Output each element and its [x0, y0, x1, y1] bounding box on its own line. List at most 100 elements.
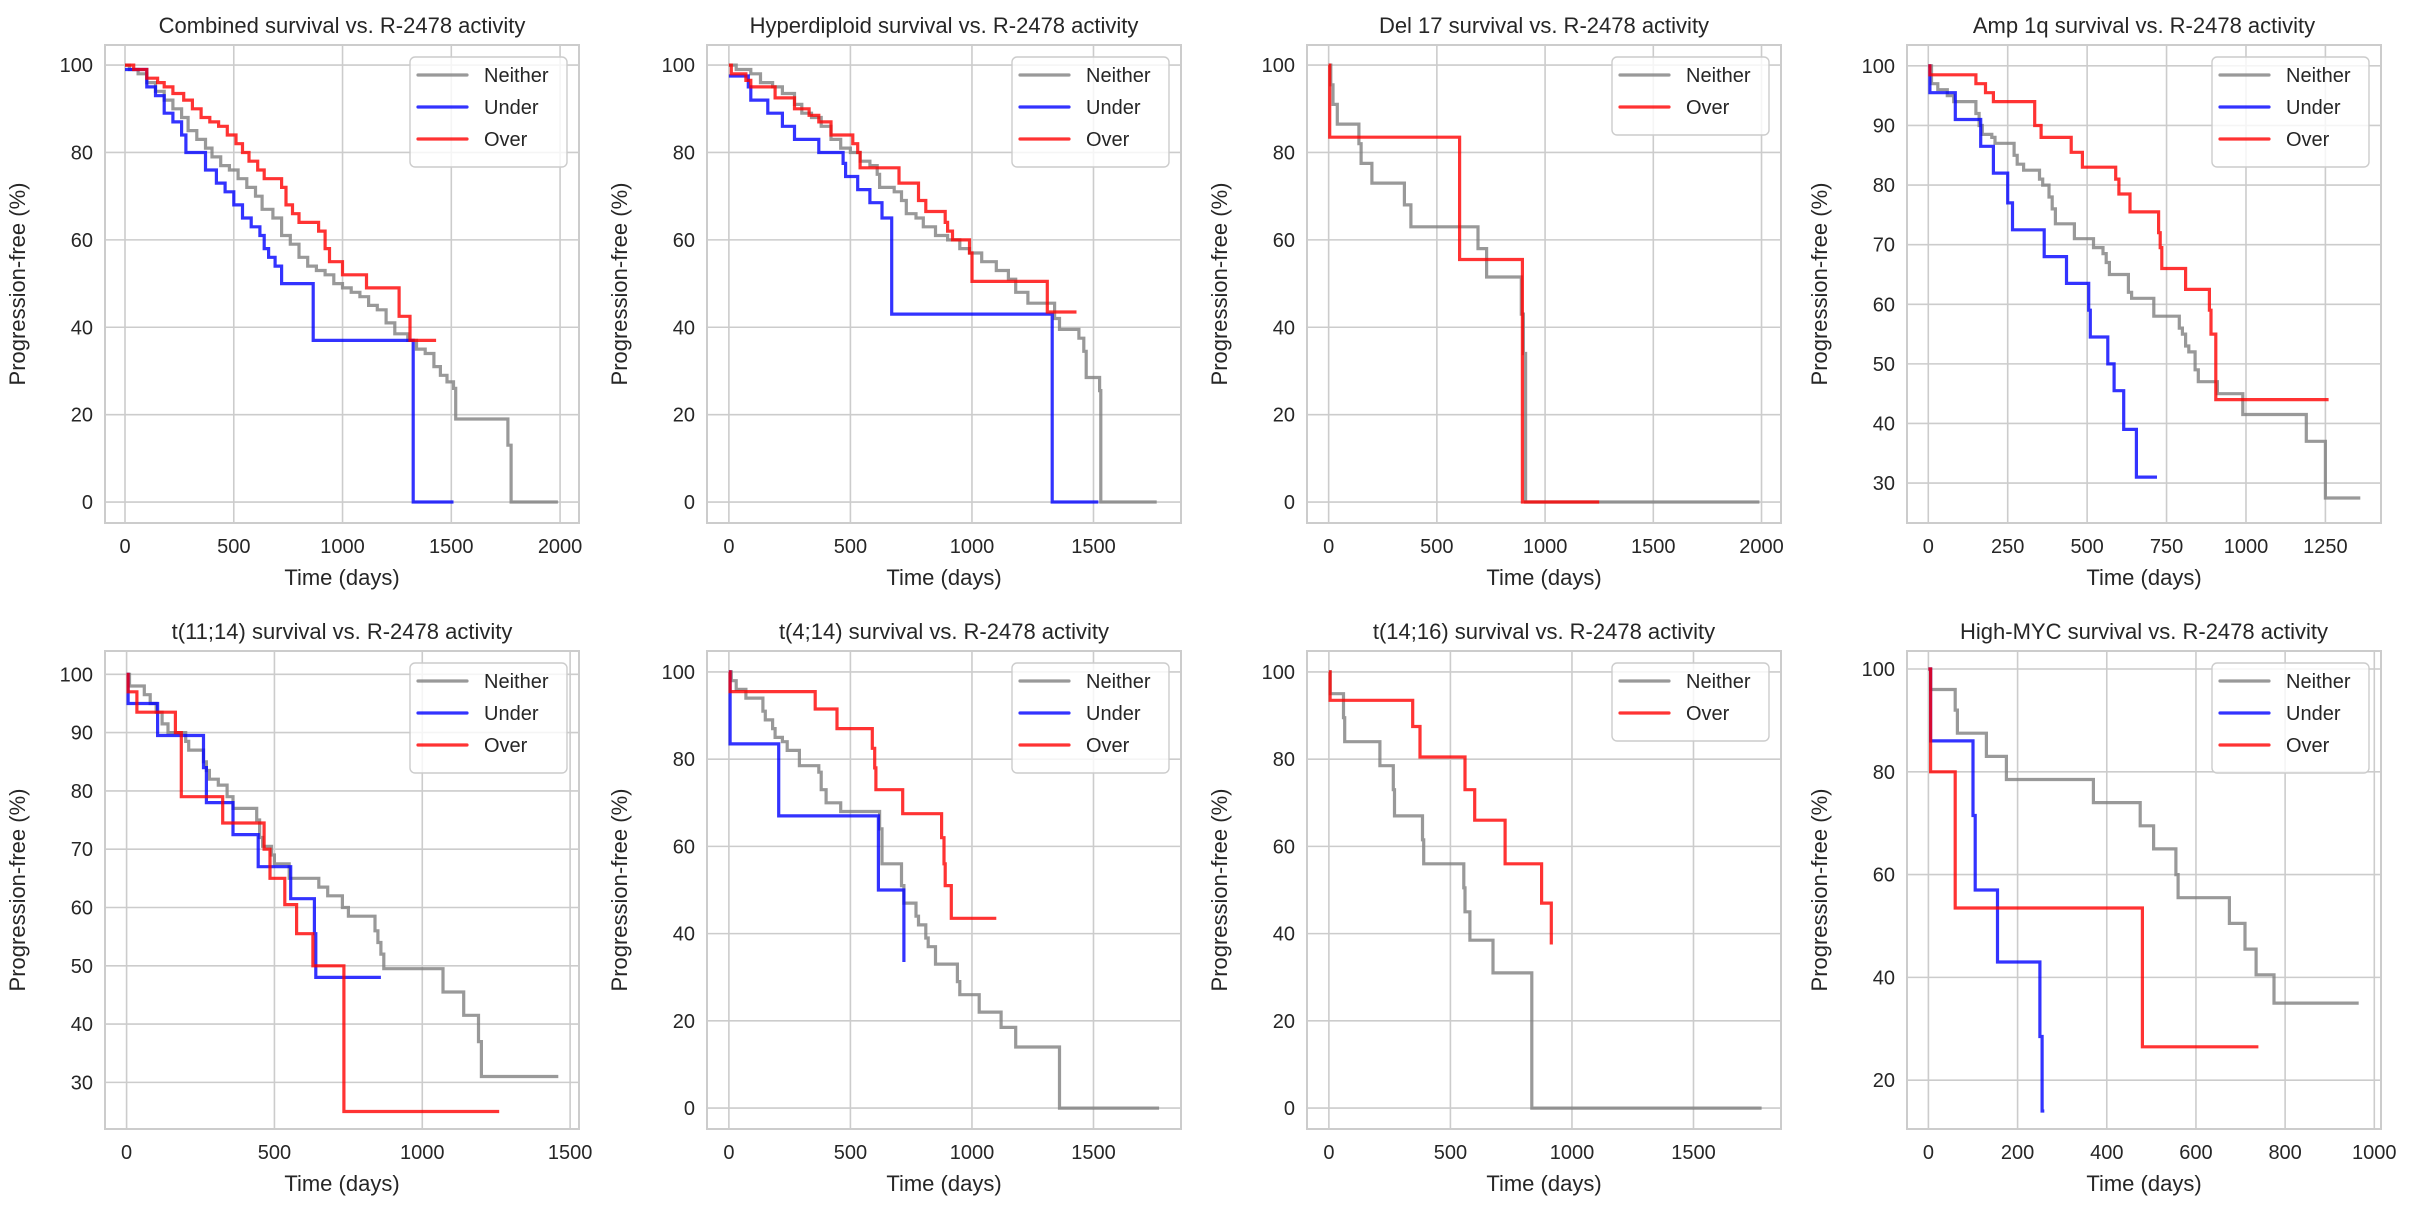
x-tick-label: 800 [2268, 1142, 2301, 1164]
x-tick-label: 500 [834, 536, 867, 558]
x-tick-label: 400 [2090, 1142, 2123, 1164]
y-axis-label: Progression-free (%) [607, 789, 632, 992]
y-tick-label: 80 [1873, 175, 1895, 197]
y-tick-label: 0 [1284, 492, 1295, 514]
legend: Neither Under Over [1011, 662, 1170, 774]
x-tick-label: 1000 [400, 1142, 445, 1164]
y-tick-label: 90 [1873, 115, 1895, 137]
y-tick-label: 100 [1862, 659, 1895, 681]
series-line-neither [728, 63, 1157, 504]
chart-title: Hyperdiploid survival vs. R-2478 activit… [750, 13, 1139, 38]
x-axis-label: Time (days) [284, 1171, 399, 1196]
x-tick-label: 500 [1420, 536, 1453, 558]
y-tick-label: 60 [1873, 865, 1895, 887]
series-line-over [1928, 667, 2259, 1049]
panel-high-myc: 0 200 400 600 800 1000 20 40 60 80 100 High-MYC sur… [1807, 619, 2397, 1196]
x-tick-label: 200 [2001, 1142, 2034, 1164]
series-line-over [125, 63, 437, 342]
x-axis-label: Time (days) [2086, 565, 2201, 590]
y-tick-label: 80 [673, 749, 695, 771]
y-tick-label: 50 [1873, 354, 1895, 376]
y-tick-label: 40 [673, 317, 695, 339]
y-tick-label: 100 [662, 662, 695, 684]
chart-title: t(11;14) survival vs. R-2478 activity [172, 619, 513, 644]
legend-label-over: Over [1086, 129, 1130, 151]
y-tick-label: 100 [1262, 662, 1295, 684]
series-line-neither [728, 670, 1160, 1110]
y-tick-label: 80 [71, 781, 93, 803]
legend: Neither Under Over [409, 56, 568, 168]
x-tick-label: 2000 [538, 536, 583, 558]
x-tick-label: 500 [1434, 1142, 1467, 1164]
legend-label-neither: Neither [1086, 671, 1151, 693]
y-tick-label: 0 [684, 1098, 695, 1120]
x-tick-label: 0 [1323, 1142, 1334, 1164]
x-axis-label: Time (days) [284, 565, 399, 590]
legend-label-neither: Neither [484, 65, 549, 87]
x-tick-label: 1000 [320, 536, 365, 558]
x-tick-label: 0 [723, 536, 734, 558]
series-line-neither [125, 63, 558, 504]
panel-t11-14: 0 500 1000 1500 30 40 50 60 70 80 90 100 t(11;14) su… [5, 619, 592, 1196]
legend: Neither Over [1611, 662, 1770, 742]
x-tick-label: 750 [2150, 536, 2183, 558]
series-line-over [728, 63, 1077, 314]
legend: Neither Under Over [409, 662, 568, 774]
series-line-over [1928, 64, 2329, 402]
panel-t14-16: 0 500 1000 1500 0 20 40 60 80 100 t(14;16) surviva… [1207, 619, 1782, 1196]
legend: Neither Under Over [2211, 662, 2370, 774]
y-tick-label: 70 [1873, 235, 1895, 257]
x-tick-label: 1500 [1071, 536, 1116, 558]
y-tick-label: 40 [71, 1014, 93, 1036]
axes-frame [104, 44, 580, 524]
legend: Neither Over [1611, 56, 1770, 136]
legend-label-over: Over [2286, 735, 2330, 757]
axes-frame [1306, 650, 1782, 1130]
y-tick-label: 40 [1873, 967, 1895, 989]
panel-t4-14: 0 500 1000 1500 0 20 40 60 80 100 t(4;14) survival… [607, 619, 1182, 1196]
series-line-under [728, 74, 1099, 504]
legend: Neither Under Over [2211, 56, 2370, 168]
series-line-under [126, 672, 381, 979]
legend: Neither Under Over [1011, 56, 1170, 168]
axes-frame [706, 44, 1182, 524]
legend-label-neither: Neither [2286, 65, 2351, 87]
y-tick-label: 60 [1873, 294, 1895, 316]
y-tick-label: 60 [71, 897, 93, 919]
y-tick-label: 80 [1273, 749, 1295, 771]
x-tick-label: 0 [723, 1142, 734, 1164]
series-line-neither [1928, 667, 2359, 1005]
y-tick-label: 30 [1873, 473, 1895, 495]
x-tick-label: 1000 [2352, 1142, 2397, 1164]
x-tick-label: 1000 [950, 1142, 995, 1164]
y-tick-label: 80 [71, 142, 93, 164]
y-tick-label: 0 [684, 492, 695, 514]
y-axis-label: Progression-free (%) [607, 183, 632, 386]
x-tick-label: 600 [2179, 1142, 2212, 1164]
y-tick-label: 20 [1873, 1070, 1895, 1092]
legend-label-over: Over [2286, 129, 2330, 151]
legend-label-under: Under [2286, 703, 2341, 725]
x-tick-label: 500 [258, 1142, 291, 1164]
series-line-under [1928, 667, 2045, 1113]
x-tick-label: 500 [217, 536, 250, 558]
legend-label-over: Over [484, 735, 528, 757]
x-tick-label: 0 [1323, 536, 1334, 558]
series-line-under [1928, 64, 2157, 479]
x-axis-label: Time (days) [1486, 1171, 1601, 1196]
y-axis-label: Progression-free (%) [1207, 183, 1232, 386]
y-tick-label: 60 [673, 836, 695, 858]
axes-frame [104, 650, 580, 1130]
x-tick-label: 2000 [1739, 536, 1784, 558]
legend-label-over: Over [484, 129, 528, 151]
y-axis-label: Progression-free (%) [1807, 183, 1832, 386]
y-tick-label: 60 [1273, 836, 1295, 858]
legend-label-under: Under [484, 703, 539, 725]
y-tick-label: 40 [71, 317, 93, 339]
legend-label-neither: Neither [1686, 65, 1751, 87]
series-line-under [728, 670, 906, 962]
y-tick-label: 80 [673, 142, 695, 164]
x-axis-label: Time (days) [886, 565, 1001, 590]
x-tick-label: 0 [1923, 536, 1934, 558]
y-tick-label: 70 [71, 839, 93, 861]
